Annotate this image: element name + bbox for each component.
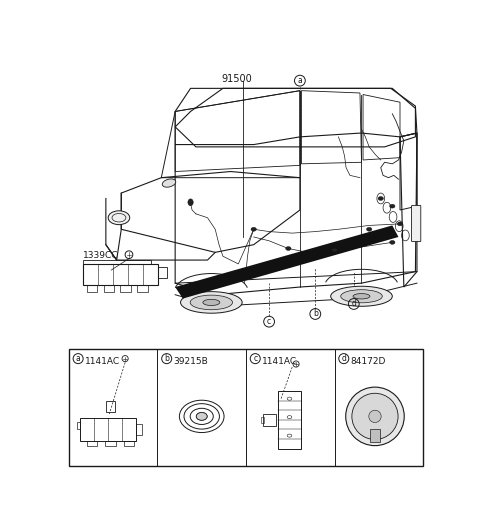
Text: d: d <box>341 354 346 363</box>
Circle shape <box>369 410 381 423</box>
Ellipse shape <box>196 413 207 420</box>
FancyBboxPatch shape <box>411 205 421 242</box>
Ellipse shape <box>251 227 256 231</box>
Ellipse shape <box>378 196 384 200</box>
Ellipse shape <box>390 241 395 244</box>
Ellipse shape <box>331 286 392 306</box>
Ellipse shape <box>341 290 382 303</box>
Text: a: a <box>76 354 81 363</box>
Text: 1141AC: 1141AC <box>262 357 297 366</box>
Text: c: c <box>267 317 271 326</box>
Text: 84172D: 84172D <box>351 357 386 366</box>
Circle shape <box>346 387 404 446</box>
Ellipse shape <box>180 292 242 313</box>
Text: b: b <box>164 354 169 363</box>
Ellipse shape <box>353 294 370 299</box>
Circle shape <box>352 393 398 440</box>
Ellipse shape <box>190 295 232 310</box>
Ellipse shape <box>397 222 403 226</box>
Ellipse shape <box>390 204 395 208</box>
Text: d: d <box>351 299 356 309</box>
Text: b: b <box>313 310 318 319</box>
Text: 39215B: 39215B <box>174 357 208 366</box>
Ellipse shape <box>367 227 372 231</box>
Text: 91500: 91500 <box>221 74 252 84</box>
Ellipse shape <box>108 211 130 225</box>
Ellipse shape <box>188 199 193 206</box>
Text: 1141AC: 1141AC <box>85 357 120 366</box>
Text: a: a <box>298 76 302 85</box>
Ellipse shape <box>332 248 337 252</box>
Ellipse shape <box>203 299 220 305</box>
FancyBboxPatch shape <box>371 430 380 442</box>
Ellipse shape <box>286 246 291 251</box>
Text: c: c <box>253 354 257 363</box>
Ellipse shape <box>162 179 176 187</box>
Polygon shape <box>175 226 398 298</box>
Text: 1339CC: 1339CC <box>83 251 118 260</box>
